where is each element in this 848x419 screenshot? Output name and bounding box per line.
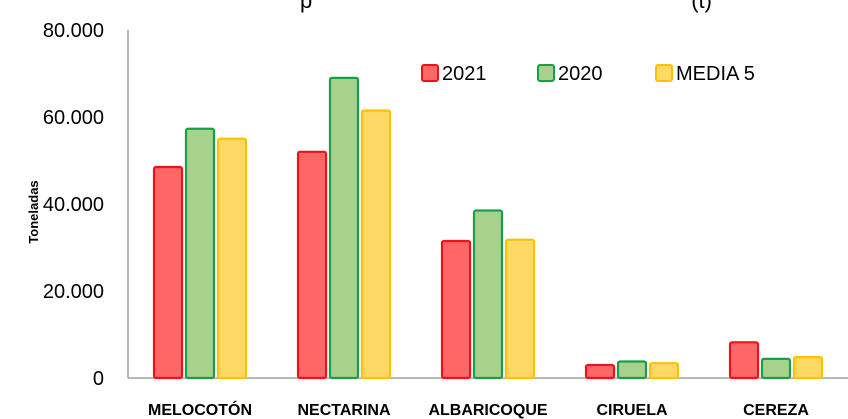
bar-media-5 (360, 109, 392, 380)
y-tick-label: 20.000 (43, 281, 104, 303)
bars (152, 76, 824, 380)
chart-title: p (t) (300, 0, 712, 13)
y-tick-label: 60.000 (43, 107, 104, 129)
x-tick-label: CEREZA (743, 402, 809, 419)
legend-swatch (655, 64, 673, 82)
y-tick-label: 80.000 (43, 20, 104, 42)
bar-media-5 (216, 137, 248, 380)
legend-label: 2020 (558, 63, 603, 85)
bar-2021 (440, 239, 472, 380)
bar-2021 (728, 341, 760, 380)
x-tick-label: ALBARICOQUE (428, 402, 547, 419)
y-axis-label: Toneladas (26, 180, 41, 243)
x-tick-label: NECTARINA (297, 402, 390, 419)
legend-swatch (537, 64, 555, 82)
bar-2021 (296, 150, 328, 380)
legend: 2021 2020 MEDIA 5 (421, 63, 755, 85)
legend-label: MEDIA 5 (676, 63, 755, 85)
x-axis: MELOCOTÓN NECTARINA ALBARICOQUE CIRUELA CERE… (128, 377, 848, 419)
bar-2021 (584, 363, 616, 380)
y-tick-label: 40.000 (43, 194, 104, 216)
bar-media-5 (648, 362, 680, 380)
bar-2020 (472, 209, 504, 380)
y-axis: 0 20.000 40.000 60.000 80.000 (43, 20, 129, 390)
x-tick-label: CIRUELA (596, 402, 668, 419)
legend-label: 2021 (442, 63, 487, 85)
bar-media-5 (504, 238, 536, 380)
bar-media-5 (792, 356, 824, 380)
bar-2020 (616, 360, 648, 380)
x-tick-label: MELOCOTÓN (148, 400, 252, 419)
bar-2020 (760, 357, 792, 380)
bar-2020 (328, 76, 360, 380)
y-tick-label: 0 (93, 368, 104, 390)
legend-swatch (421, 64, 439, 82)
bar-2020 (184, 127, 216, 380)
bar-2021 (152, 165, 184, 380)
